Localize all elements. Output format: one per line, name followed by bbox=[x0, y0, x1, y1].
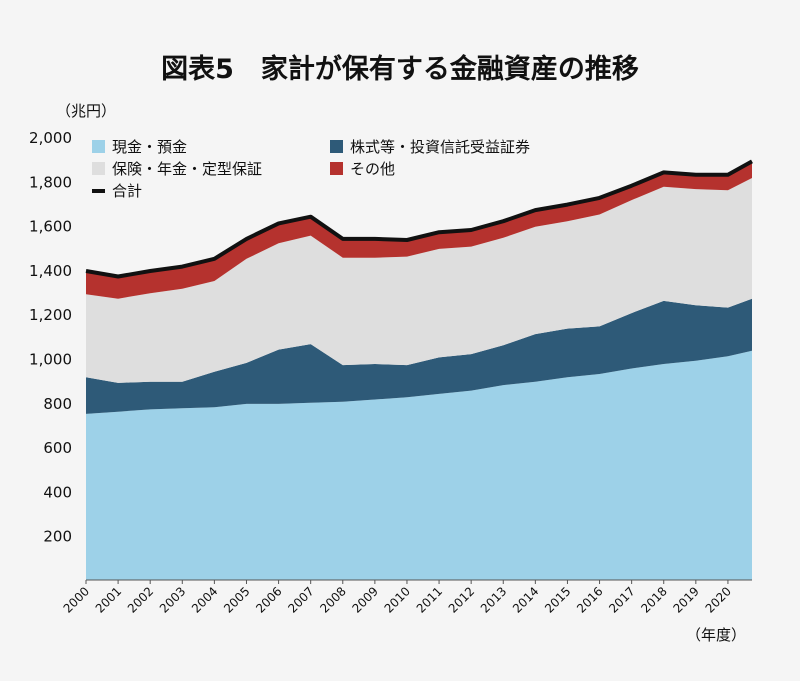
legend-label-1: 現金・預金 bbox=[112, 138, 187, 156]
legend-label-2: 株式等・投資信託受益証券 bbox=[350, 138, 530, 156]
x-tick-label: 2019 bbox=[670, 584, 701, 615]
x-tick-label: 2005 bbox=[221, 584, 252, 615]
y-tick-label: 1,000 bbox=[29, 351, 72, 369]
x-tick-label: 2001 bbox=[93, 584, 124, 615]
x-tick-label: 2012 bbox=[446, 584, 477, 615]
x-tick-label: 2017 bbox=[606, 584, 637, 615]
x-tick-label: 2002 bbox=[125, 584, 156, 615]
area-series-2 bbox=[86, 298, 752, 414]
x-tick-label: 2014 bbox=[510, 584, 541, 615]
y-tick-label: 200 bbox=[43, 528, 72, 546]
y-tick-label: 1,600 bbox=[29, 218, 72, 236]
y-tick-label: 600 bbox=[43, 439, 72, 457]
area-series-1 bbox=[86, 350, 752, 580]
y-tick-label: 1,200 bbox=[29, 306, 72, 324]
legend-swatch-1 bbox=[92, 140, 105, 153]
x-tick-label: 2020 bbox=[703, 584, 734, 615]
legend-label-4: その他 bbox=[350, 160, 395, 178]
x-tick-label: 2016 bbox=[574, 584, 605, 615]
x-tick-label: 2008 bbox=[317, 584, 348, 615]
total-line bbox=[85, 159, 753, 279]
x-tick-label: 2018 bbox=[638, 584, 669, 615]
y-tick-label: 1,400 bbox=[29, 262, 72, 280]
legend-label-total: 合計 bbox=[112, 182, 142, 200]
x-tick-label: 2000 bbox=[61, 584, 92, 615]
x-tick-label: 2013 bbox=[478, 584, 509, 615]
x-tick-label: 2004 bbox=[189, 584, 220, 615]
x-tick-label: 2003 bbox=[157, 584, 188, 615]
x-unit-label: （年度） bbox=[686, 626, 746, 644]
y-tick-label: 800 bbox=[43, 395, 72, 413]
y-tick-label: 1,800 bbox=[29, 173, 72, 191]
x-tick-label: 2006 bbox=[253, 584, 284, 615]
legend-swatch-4 bbox=[330, 162, 343, 175]
y-unit-label: （兆円） bbox=[56, 102, 116, 120]
legend-swatch-2 bbox=[330, 140, 343, 153]
x-tick-label: 2010 bbox=[382, 584, 413, 615]
x-tick-label: 2011 bbox=[414, 584, 445, 615]
x-tick-label: 2015 bbox=[542, 584, 573, 615]
x-tick-label: 2009 bbox=[349, 584, 380, 615]
x-tick-label: 2007 bbox=[285, 584, 316, 615]
area-series-3 bbox=[86, 178, 752, 383]
chart-title: 図表5 家計が保有する金融資産の推移 bbox=[161, 53, 639, 85]
y-tick-label: 400 bbox=[43, 483, 72, 501]
legend-label-3: 保険・年金・定型保証 bbox=[112, 160, 262, 178]
legend-swatch-3 bbox=[92, 162, 105, 175]
y-tick-label: 2,000 bbox=[29, 129, 72, 147]
